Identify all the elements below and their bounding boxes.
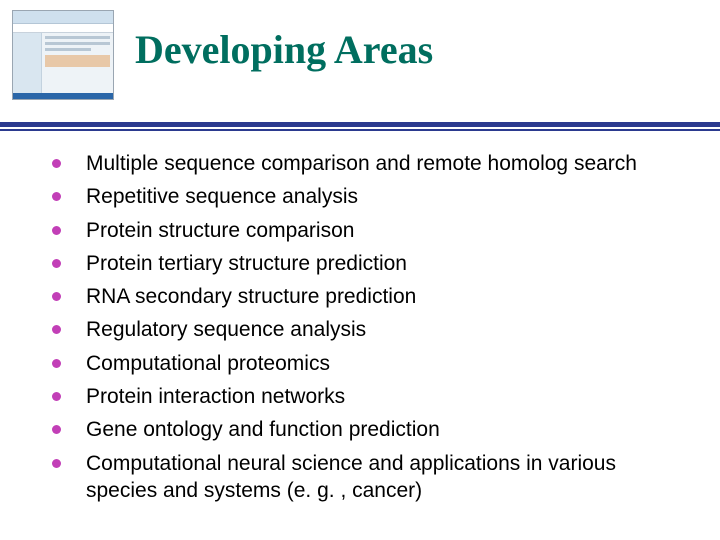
bullet-icon: [52, 359, 61, 368]
slide-header: Developing Areas: [0, 0, 720, 110]
list-item: Repetitive sequence analysis: [48, 183, 692, 210]
list-item: Protein interaction networks: [48, 383, 692, 410]
list-item: Multiple sequence comparison and remote …: [48, 150, 692, 177]
list-item-text: Multiple sequence comparison and remote …: [86, 152, 637, 175]
bullet-icon: [52, 292, 61, 301]
list-item: Computational neural science and applica…: [48, 450, 692, 505]
list-item: Protein structure comparison: [48, 217, 692, 244]
list-item: Regulatory sequence analysis: [48, 316, 692, 343]
list-item-text: RNA secondary structure prediction: [86, 285, 416, 308]
bullet-icon: [52, 226, 61, 235]
screenshot-thumbnail: [12, 10, 114, 100]
slide-body: Multiple sequence comparison and remote …: [48, 150, 692, 510]
bullet-icon: [52, 325, 61, 334]
bullet-icon: [52, 159, 61, 168]
bullet-icon: [52, 259, 61, 268]
bullet-icon: [52, 425, 61, 434]
list-item: Gene ontology and function prediction: [48, 416, 692, 443]
bullet-icon: [52, 192, 61, 201]
list-item-text: Protein interaction networks: [86, 385, 345, 408]
bullet-list: Multiple sequence comparison and remote …: [48, 150, 692, 504]
bullet-icon: [52, 459, 61, 468]
list-item-text: Computational neural science and applica…: [86, 452, 616, 502]
slide-title: Developing Areas: [135, 26, 433, 73]
list-item: RNA secondary structure prediction: [48, 283, 692, 310]
list-item-text: Regulatory sequence analysis: [86, 318, 366, 341]
list-item: Computational proteomics: [48, 350, 692, 377]
list-item-text: Protein tertiary structure prediction: [86, 252, 407, 275]
slide: Developing Areas Multiple sequence compa…: [0, 0, 720, 540]
list-item-text: Repetitive sequence analysis: [86, 185, 358, 208]
list-item-text: Gene ontology and function prediction: [86, 418, 440, 441]
bullet-icon: [52, 392, 61, 401]
list-item-text: Protein structure comparison: [86, 219, 354, 242]
divider: [0, 122, 720, 131]
list-item: Protein tertiary structure prediction: [48, 250, 692, 277]
list-item-text: Computational proteomics: [86, 352, 330, 375]
